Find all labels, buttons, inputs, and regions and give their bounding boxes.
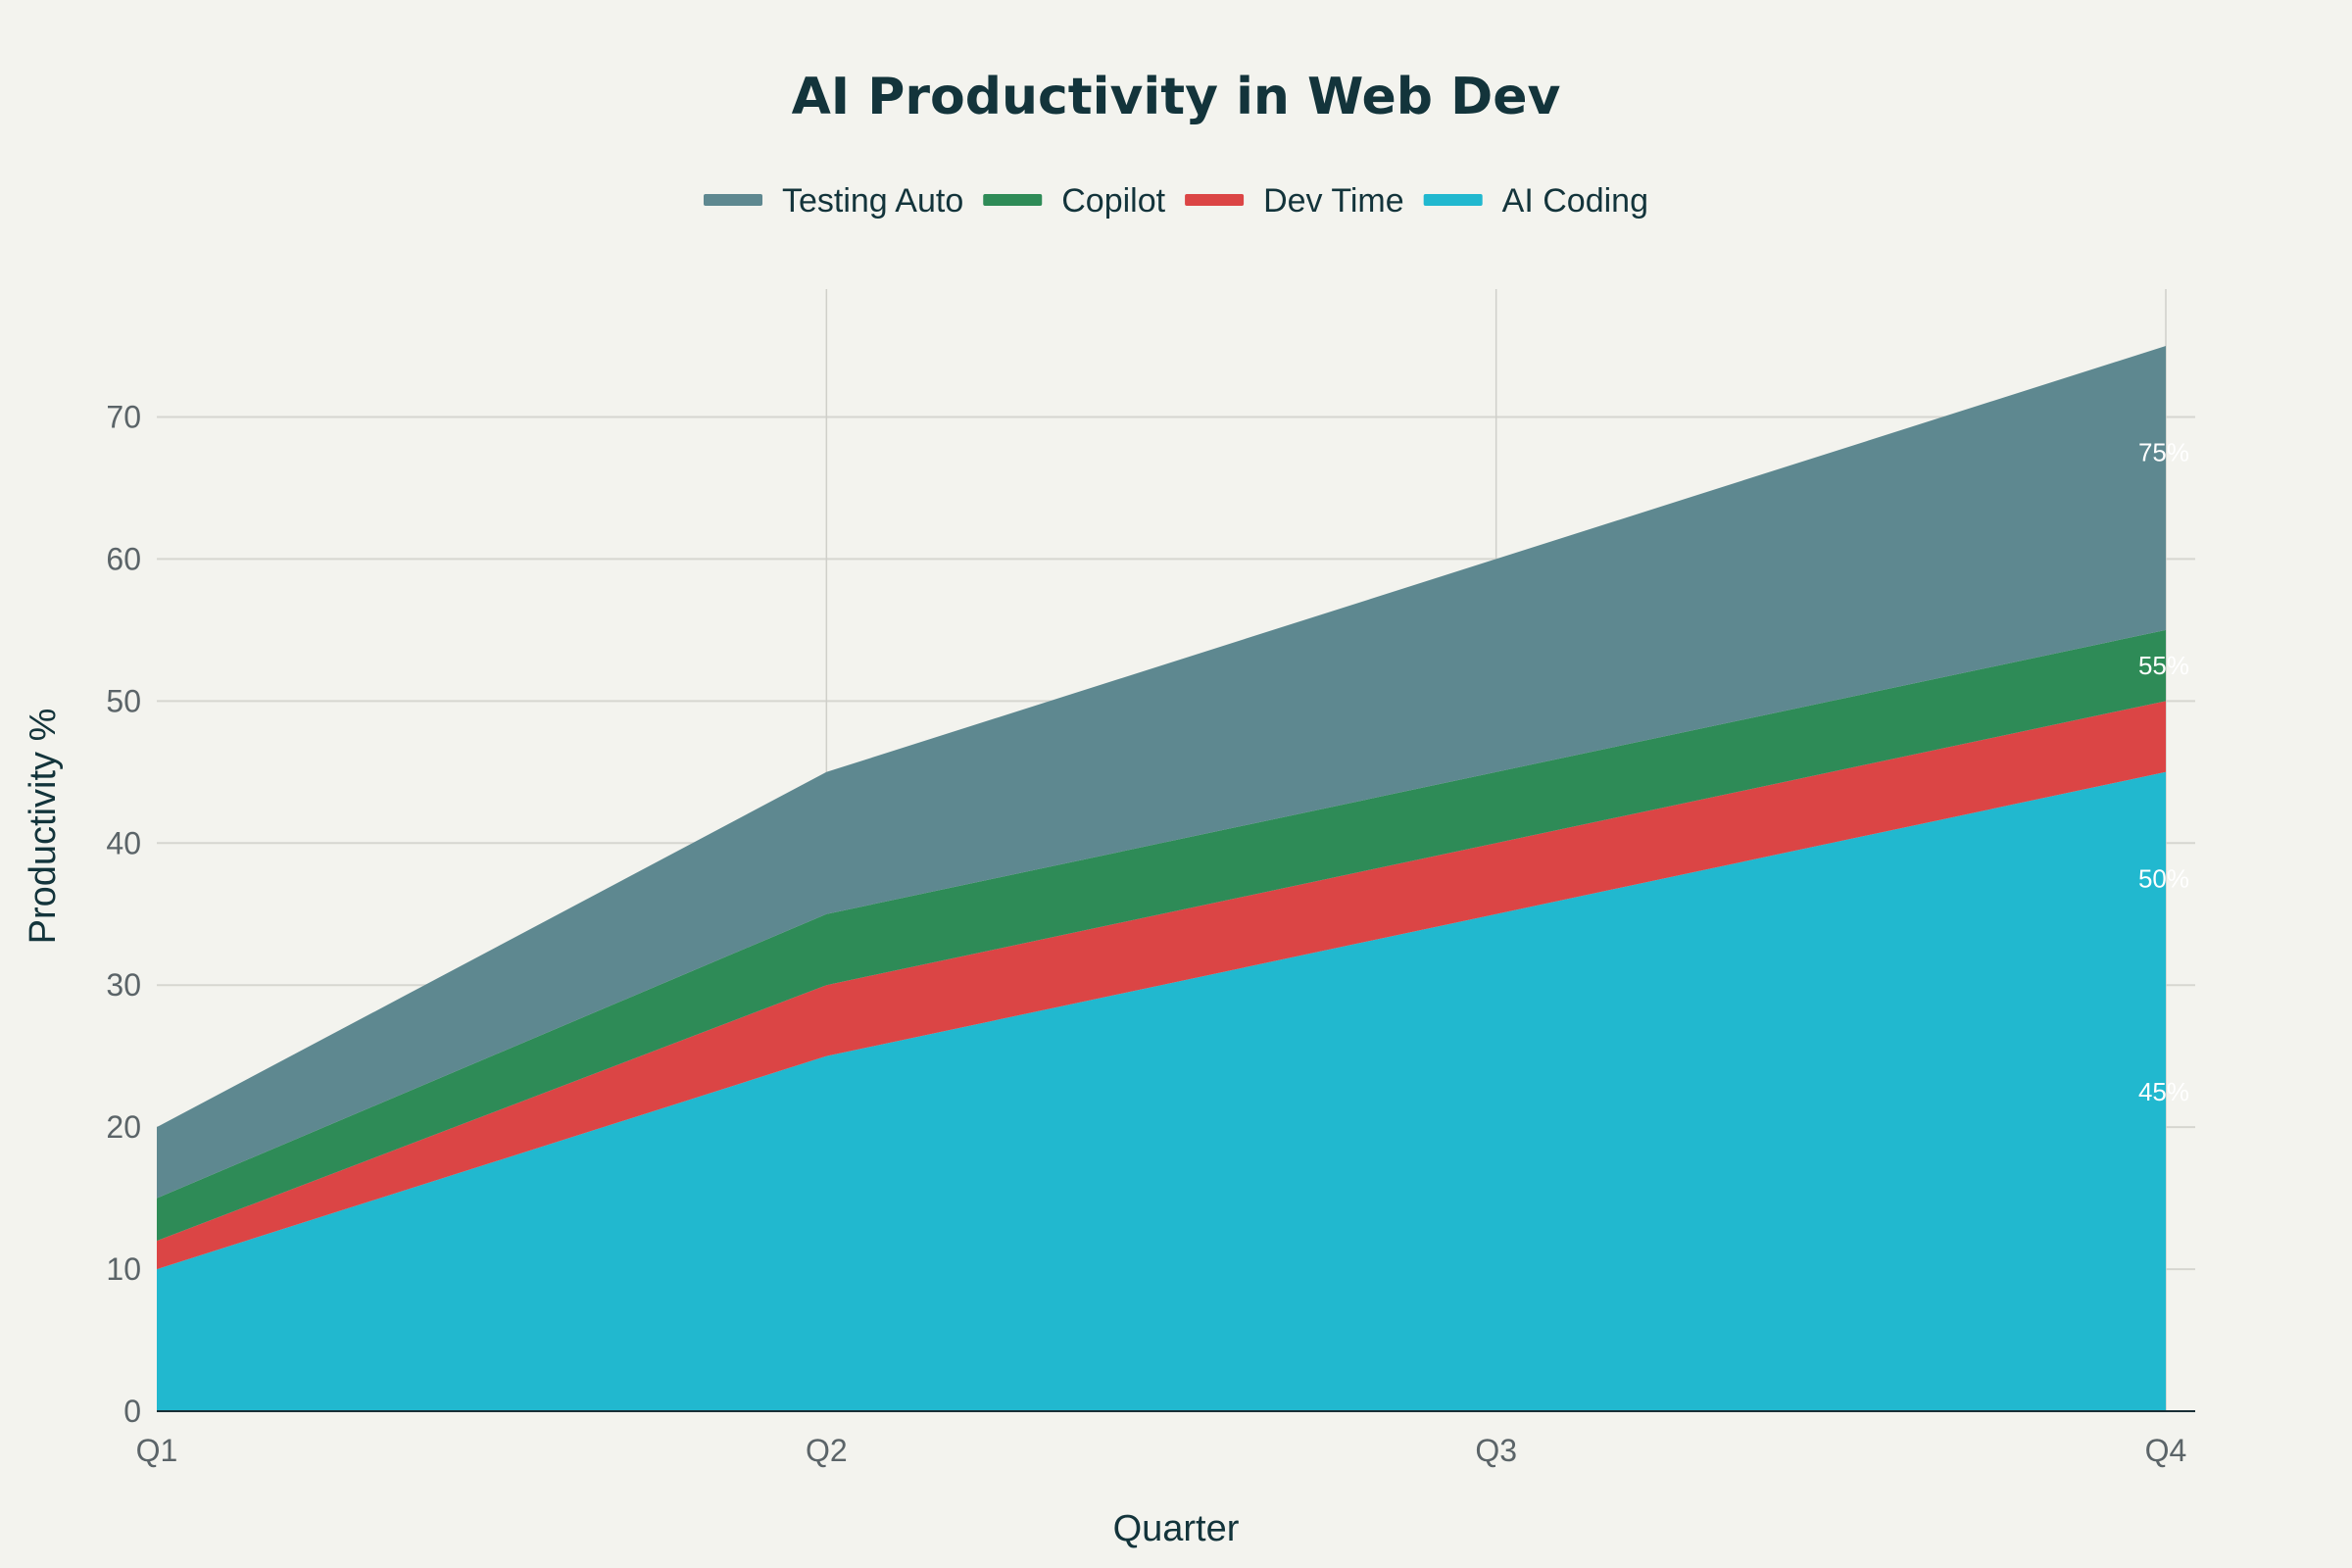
x-tick-label-q2: Q2	[806, 1433, 848, 1468]
y-tick-label-30: 30	[106, 967, 141, 1003]
y-tick-label-20: 20	[106, 1109, 141, 1145]
legend-label-copilot: Copilot	[1061, 182, 1165, 220]
legend-swatch-ai-coding	[1423, 194, 1483, 206]
legend-swatch-testing-auto	[703, 194, 762, 206]
data-label-1: 75%	[2138, 438, 2189, 467]
y-tick-label-0: 0	[123, 1394, 141, 1429]
x-tick-labels: Q1 Q2 Q3 Q4	[136, 1433, 2187, 1468]
area-dev-time	[157, 701, 2166, 1270]
legend-item-testing-auto: Testing Auto	[703, 182, 963, 220]
chart-title: AI Productivity in Web Dev	[792, 68, 1561, 126]
data-label-2: 55%	[2138, 651, 2189, 680]
x-tick-label-q1: Q1	[136, 1433, 178, 1468]
area-ai-coding	[157, 771, 2166, 1411]
legend-swatch-copilot	[983, 194, 1043, 206]
legend-label-testing-auto: Testing Auto	[782, 182, 963, 220]
y-tick-label-70: 70	[106, 399, 141, 434]
area-copilot	[157, 629, 2166, 1242]
legend-item-ai-coding: AI Coding	[1423, 182, 1648, 220]
y-axis-title: Productivity %	[23, 709, 64, 945]
y-tick-labels: 0 10 20 30 40 50 60 70	[106, 399, 141, 1429]
data-labels: 75% 55% 50% 45%	[2138, 438, 2189, 1106]
legend: Testing Auto Copilot Dev Time AI Coding	[703, 182, 1648, 220]
legend-item-dev-time: Dev Time	[1185, 182, 1404, 220]
area-series	[157, 345, 2166, 1411]
y-tick-label-40: 40	[106, 825, 141, 860]
legend-label-dev-time: Dev Time	[1263, 182, 1404, 220]
y-tick-label-50: 50	[106, 683, 141, 718]
y-tick-label-10: 10	[106, 1251, 141, 1287]
y-tick-label-60: 60	[106, 541, 141, 576]
legend-item-copilot: Copilot	[983, 182, 1166, 220]
legend-swatch-dev-time	[1185, 194, 1245, 206]
x-tick-label-q4: Q4	[2145, 1433, 2187, 1468]
area-testing-auto	[157, 345, 2166, 1199]
data-label-3: 50%	[2138, 863, 2189, 893]
x-tick-label-q3: Q3	[1475, 1433, 1517, 1468]
legend-label-ai-coding: AI Coding	[1502, 182, 1648, 220]
data-label-4: 45%	[2138, 1077, 2189, 1106]
x-axis-title: Quarter	[1113, 1508, 1240, 1549]
